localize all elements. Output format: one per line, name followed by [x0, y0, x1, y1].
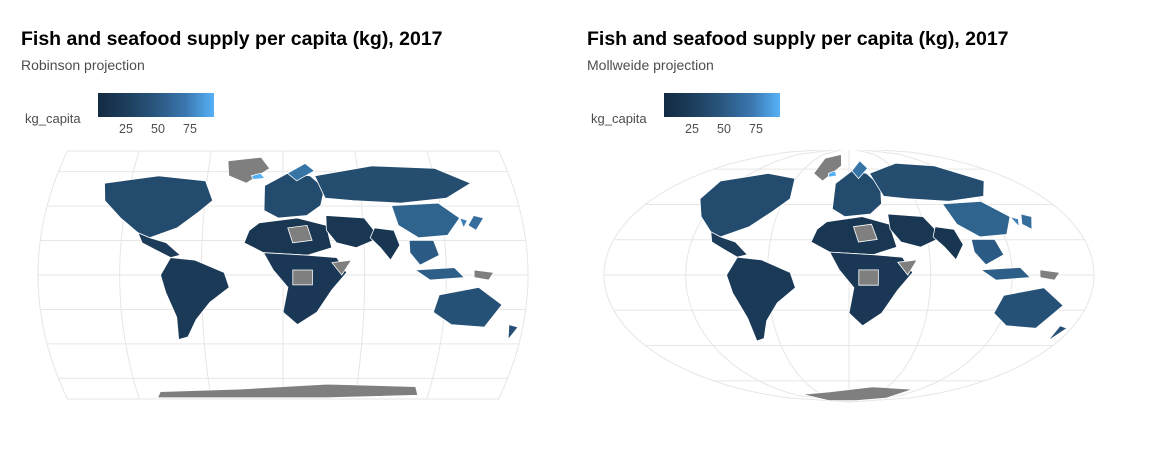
region-central-america — [710, 231, 749, 258]
region-sub-saharan-africa — [829, 251, 914, 327]
legend-colorbar — [98, 93, 214, 120]
region-russia — [314, 165, 472, 204]
region-somalia — [897, 259, 918, 276]
world-map-mollweide — [603, 150, 1095, 403]
region-north-america — [699, 172, 796, 238]
region-china — [941, 200, 1011, 238]
map-panel-mollweide: Fish and seafood supply per capita (kg),… — [566, 0, 1132, 460]
region-south-america — [160, 257, 230, 341]
region-sub-saharan-africa — [262, 252, 348, 326]
legend-colorbar — [664, 93, 780, 120]
map-panel-robinson: Fish and seafood supply per capita (kg),… — [0, 0, 566, 460]
region-indonesia — [980, 266, 1032, 281]
legend-label-75: 75 — [749, 122, 763, 136]
region-antarctica — [156, 383, 419, 399]
legend-title: kg_capita — [591, 111, 647, 126]
region-china — [390, 202, 461, 239]
region-papua-new-guinea — [473, 269, 495, 281]
legend-label-50: 50 — [717, 122, 731, 136]
legend-tick — [157, 117, 158, 120]
legend: kg_capita 25 50 75 — [25, 93, 225, 136]
legend: kg_capita 25 50 75 — [591, 93, 791, 136]
region-north-africa — [243, 217, 333, 256]
region-north-africa — [810, 216, 898, 256]
region-central-america — [137, 232, 182, 259]
region-papua-new-guinea — [1039, 269, 1061, 281]
region-new-zealand — [507, 324, 519, 341]
region-southeast-asia — [970, 239, 1005, 266]
region-libya — [852, 223, 878, 243]
region-somalia — [331, 259, 353, 276]
legend-tick — [723, 117, 724, 120]
region-japan — [1020, 213, 1033, 230]
region-dr-congo — [292, 269, 313, 286]
region-australia — [993, 287, 1064, 329]
region-iceland — [827, 170, 838, 178]
region-antarctica — [802, 386, 914, 402]
region-middle-east — [325, 215, 381, 249]
region-north-america — [104, 175, 214, 239]
region-india — [369, 227, 401, 261]
region-australia — [432, 286, 503, 328]
region-indonesia — [414, 267, 466, 281]
region-new-zealand — [1047, 325, 1068, 342]
map-title: Fish and seafood supply per capita (kg),… — [21, 28, 443, 50]
legend-label-25: 25 — [685, 122, 699, 136]
region-libya — [287, 224, 313, 244]
legend-label-75: 75 — [183, 122, 197, 136]
legend-tick — [189, 117, 190, 120]
graticule-outline — [37, 150, 529, 400]
legend-tick — [755, 117, 756, 120]
region-iceland — [250, 172, 266, 180]
region-russia — [869, 162, 985, 202]
legend-label-25: 25 — [119, 122, 133, 136]
map-subtitle: Robinson projection — [21, 57, 145, 73]
region-middle-east — [887, 213, 944, 248]
region-india — [932, 226, 964, 261]
region-dr-congo — [858, 269, 879, 286]
region-norway — [851, 160, 869, 180]
region-korea — [1008, 215, 1020, 228]
region-south-america — [726, 256, 796, 342]
map-title: Fish and seafood supply per capita (kg),… — [587, 28, 1009, 50]
region-greenland — [227, 156, 271, 184]
region-europe — [263, 172, 325, 219]
world-map-robinson — [37, 150, 529, 400]
region-norway — [286, 162, 316, 182]
region-japan — [467, 215, 485, 231]
legend-tick — [691, 117, 692, 120]
region-southeast-asia — [408, 239, 440, 266]
legend-tick — [125, 117, 126, 120]
region-korea — [459, 217, 468, 229]
legend-title: kg_capita — [25, 111, 81, 126]
map-subtitle: Mollweide projection — [587, 57, 714, 73]
legend-label-50: 50 — [151, 122, 165, 136]
